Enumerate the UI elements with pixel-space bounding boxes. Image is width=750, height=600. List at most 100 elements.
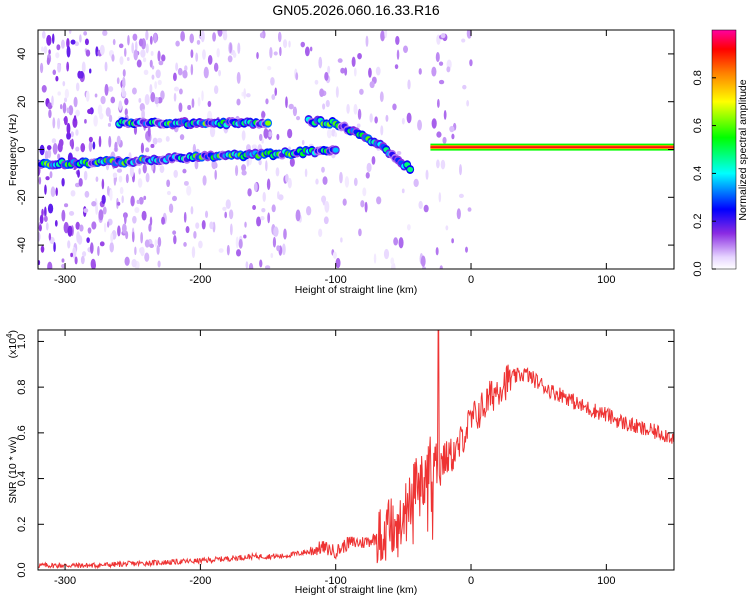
heatmap-cell xyxy=(122,76,126,88)
heatmap-cell xyxy=(124,256,130,266)
heatmap-cell xyxy=(346,103,350,114)
heatmap-cell xyxy=(198,240,203,249)
heatmap-cell xyxy=(394,64,399,70)
heatmap-cell xyxy=(323,216,329,225)
heatmap-cell xyxy=(436,131,442,138)
heatmap-cell xyxy=(48,109,52,119)
heatmap-cell xyxy=(431,66,437,77)
heatmap-cell xyxy=(44,184,47,195)
heatmap-cell xyxy=(157,50,161,62)
heatmap-cell xyxy=(132,33,138,41)
heatmap-cell xyxy=(112,38,116,46)
heatmap-cell xyxy=(54,220,58,227)
snr-series-line xyxy=(38,330,674,570)
heatmap-cell xyxy=(247,188,252,197)
heatmap-cell xyxy=(318,228,323,238)
heatmap-cell xyxy=(132,87,137,95)
heatmap-cell xyxy=(442,136,447,144)
heatmap-cell xyxy=(252,204,256,210)
heatmap-cell xyxy=(306,205,312,216)
colorbar-tick-label: 0.0 xyxy=(692,261,704,276)
spectrogram-y-ticks: -40 -20 0 20 40 xyxy=(16,48,674,253)
heatmap-cell xyxy=(88,136,93,143)
heatmap-cell xyxy=(76,231,81,243)
heatmap-cell xyxy=(77,169,80,178)
heatmap-cell xyxy=(229,223,233,236)
heatmap-cell xyxy=(85,49,91,57)
heatmap-cell xyxy=(365,35,369,47)
heatmap-cell xyxy=(63,203,69,208)
heatmap-cell xyxy=(244,221,247,228)
heatmap-cell xyxy=(161,54,166,62)
heatmap-cell xyxy=(275,167,280,177)
heatmap-cell xyxy=(326,128,332,139)
heatmap-cell xyxy=(366,162,372,173)
heatmap-cell xyxy=(271,94,276,100)
heatmap-cell xyxy=(440,159,446,170)
colorbar-tick-label: 0.8 xyxy=(692,70,704,85)
heatmap-cell xyxy=(413,178,419,188)
heatmap-cell xyxy=(83,170,88,181)
heatmap-cell xyxy=(97,245,100,257)
heatmap-cell xyxy=(38,231,41,242)
heatmap-cell xyxy=(435,51,440,63)
heatmap-cell xyxy=(145,147,150,153)
heatmap-cell xyxy=(150,143,155,149)
heatmap-cell xyxy=(227,55,233,63)
heatmap-cell xyxy=(369,81,375,89)
heatmap-cell xyxy=(87,227,92,234)
snr-y-tick-label: 0.4 xyxy=(16,471,28,486)
snr-x-tick-label: -300 xyxy=(54,575,76,587)
heatmap-cell xyxy=(138,97,142,103)
heatmap-cell xyxy=(189,33,194,44)
heatmap-cell xyxy=(213,85,219,95)
heatmap-cell xyxy=(114,141,118,152)
heatmap-cell xyxy=(353,103,358,115)
heatmap-cell xyxy=(271,204,276,213)
snr-y-tick-label: 0.2 xyxy=(16,517,28,532)
heatmap-cell xyxy=(98,135,102,148)
heatmap-cell xyxy=(75,129,79,136)
heatmap-cell xyxy=(70,131,74,138)
heatmap-cell xyxy=(187,104,192,111)
spectrogram-x-label: Height of straight line (km) xyxy=(295,284,418,296)
heatmap-cell xyxy=(87,108,93,115)
heatmap-cell xyxy=(390,257,395,265)
heatmap-cell xyxy=(238,238,243,249)
heatmap-cell xyxy=(191,246,196,259)
heatmap-cell xyxy=(435,247,439,256)
heatmap-cell xyxy=(309,46,313,52)
heatmap-cell xyxy=(136,199,140,204)
heatmap-cell xyxy=(126,57,130,62)
heatmap-cell xyxy=(107,122,112,127)
heatmap-cell xyxy=(321,195,327,204)
heatmap-cell xyxy=(66,61,70,72)
heatmap-cell xyxy=(190,64,194,76)
heatmap-cell xyxy=(84,190,90,198)
heatmap-cell xyxy=(165,135,170,142)
snr-y-tick-label: 0.0 xyxy=(16,562,28,577)
heatmap-cell xyxy=(55,75,59,82)
heatmap-cell xyxy=(51,138,57,144)
heatmap-cell xyxy=(149,216,153,226)
heatmap-cell xyxy=(172,230,177,235)
heatmap-cell xyxy=(467,207,472,212)
heatmap-cell xyxy=(158,60,164,66)
heatmap-cell xyxy=(144,94,150,106)
heatmap-cell xyxy=(436,159,440,169)
spectrogram-x-ticks: -300 -200 -100 0 100 xyxy=(54,30,616,286)
heatmap-cell xyxy=(144,252,150,262)
heatmap-cell xyxy=(304,168,308,178)
heatmap-cell xyxy=(465,246,468,253)
heatmap-cell xyxy=(118,100,123,111)
heatmap-cell xyxy=(61,39,65,49)
heatmap-cell xyxy=(106,185,110,196)
heatmap-cell xyxy=(140,246,145,257)
snr-y-tick-label: 0.6 xyxy=(16,425,28,440)
heatmap-cell xyxy=(88,141,93,152)
heatmap-cell xyxy=(149,59,153,68)
heatmap-cell xyxy=(420,255,426,267)
heatmap-cell xyxy=(74,256,78,265)
heatmap-cell xyxy=(374,116,378,124)
